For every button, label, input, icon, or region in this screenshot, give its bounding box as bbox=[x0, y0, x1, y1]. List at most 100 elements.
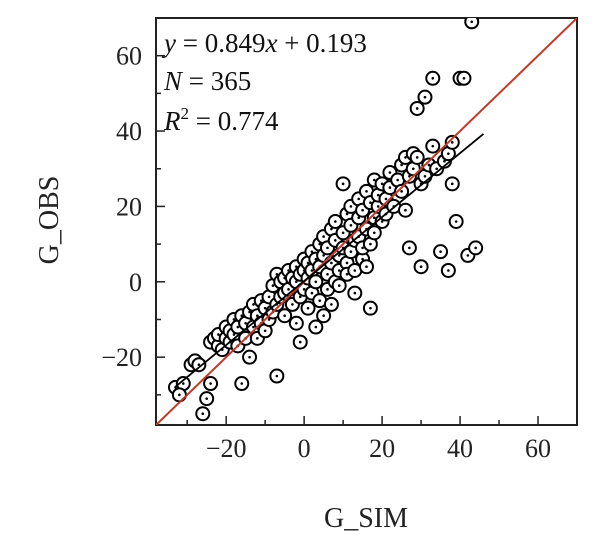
data-point-center bbox=[326, 288, 329, 291]
y-axis-ticks bbox=[156, 17, 165, 396]
data-point-center bbox=[396, 178, 399, 182]
data-point-center bbox=[330, 261, 333, 265]
fit-line bbox=[174, 133, 485, 388]
data-point-center bbox=[431, 76, 435, 80]
data-point-center bbox=[431, 144, 435, 148]
data-point bbox=[464, 18, 480, 30]
data-point-center bbox=[295, 265, 298, 269]
x-tick-label: 0 bbox=[298, 434, 311, 463]
data-point-center bbox=[427, 163, 431, 167]
data-point-center bbox=[298, 340, 302, 344]
data-point-center bbox=[337, 254, 341, 257]
data-point-center bbox=[283, 314, 286, 318]
data-point-center bbox=[232, 333, 236, 336]
data-point-center bbox=[439, 250, 442, 253]
data-point-center bbox=[330, 303, 333, 306]
data-point-center bbox=[404, 208, 407, 212]
data-point-center bbox=[369, 201, 372, 204]
data-point-center bbox=[252, 325, 255, 329]
data-point-center bbox=[474, 246, 477, 250]
data-point-center bbox=[384, 197, 388, 201]
y-axis-title: G_OBS bbox=[34, 176, 65, 265]
annotation-n: N = 365 bbox=[163, 66, 251, 96]
x-tick-label: −20 bbox=[206, 434, 247, 463]
x-axis-tick-labels: −20 0 20 40 60 bbox=[206, 434, 551, 463]
data-point-center bbox=[201, 412, 205, 415]
data-point-center bbox=[322, 254, 325, 257]
data-point-center bbox=[322, 235, 325, 238]
data-point-center bbox=[302, 288, 306, 291]
data-point-center bbox=[400, 163, 403, 167]
data-point-center bbox=[462, 76, 466, 80]
data-point-center bbox=[357, 197, 361, 201]
data-point-center bbox=[306, 261, 310, 265]
y-tick-label: 0 bbox=[129, 268, 142, 297]
data-point-center bbox=[450, 182, 454, 186]
data-point-center bbox=[380, 182, 384, 186]
data-point-center bbox=[306, 306, 310, 310]
data-point-center bbox=[248, 355, 251, 359]
data-point-center bbox=[326, 246, 329, 250]
annotation-r2: R2 = 0.774 bbox=[163, 104, 279, 136]
data-point-center bbox=[353, 269, 357, 272]
x-tick-label: 60 bbox=[525, 434, 551, 463]
data-point-center bbox=[341, 231, 345, 235]
data-point-center bbox=[415, 107, 419, 110]
data-point-center bbox=[275, 374, 279, 378]
data-point-center bbox=[267, 318, 271, 321]
data-point-center bbox=[298, 295, 302, 299]
data-point-center bbox=[310, 269, 314, 272]
data-point-center bbox=[287, 269, 290, 272]
y-tick-label: 40 bbox=[116, 117, 142, 146]
data-point-center bbox=[454, 220, 458, 223]
data-point-center bbox=[408, 246, 411, 250]
data-point-center bbox=[376, 193, 380, 197]
data-point-center bbox=[361, 257, 364, 261]
data-point-center bbox=[197, 363, 201, 367]
data-point-center bbox=[345, 212, 349, 216]
y-tick-label: 20 bbox=[116, 192, 142, 221]
data-point-center bbox=[295, 280, 298, 284]
data-point-center bbox=[291, 303, 294, 306]
data-point-center bbox=[361, 246, 364, 250]
data-point-center bbox=[259, 299, 263, 302]
data-point-center bbox=[365, 265, 368, 269]
data-point-center bbox=[322, 314, 325, 318]
annotation-equation: y = 0.849x + 0.193 bbox=[161, 28, 367, 58]
data-point-center bbox=[369, 242, 372, 246]
data-point-center bbox=[314, 325, 318, 329]
data-point-center bbox=[314, 257, 318, 261]
data-point-center bbox=[415, 156, 419, 159]
data-point-center bbox=[248, 310, 251, 314]
data-points bbox=[167, 18, 484, 422]
y-tick-label: 60 bbox=[116, 42, 142, 71]
data-point-center bbox=[178, 393, 181, 397]
data-point-center bbox=[400, 190, 403, 193]
data-point-center bbox=[337, 284, 341, 287]
data-point-center bbox=[256, 337, 259, 340]
data-point-center bbox=[353, 291, 357, 295]
data-point-center bbox=[232, 318, 236, 321]
data-point-center bbox=[404, 156, 407, 159]
data-point-center bbox=[314, 280, 318, 284]
data-point-center bbox=[318, 242, 322, 246]
data-point-center bbox=[345, 261, 349, 265]
data-point-center bbox=[361, 208, 364, 212]
data-point-center bbox=[388, 171, 392, 174]
data-point-center bbox=[295, 321, 298, 325]
data-point-center bbox=[435, 167, 438, 171]
data-point-center bbox=[326, 272, 329, 276]
data-point-center bbox=[408, 174, 411, 178]
data-point-center bbox=[345, 272, 349, 276]
x-axis-ticks bbox=[186, 416, 578, 425]
data-point-center bbox=[287, 288, 290, 291]
data-point-center bbox=[388, 186, 392, 189]
data-point-center bbox=[443, 159, 446, 163]
data-point-center bbox=[349, 223, 353, 227]
reference-line bbox=[156, 18, 577, 425]
data-point-center bbox=[240, 382, 244, 385]
data-point-center bbox=[372, 231, 376, 235]
data-point-center bbox=[310, 250, 314, 253]
data-point-center bbox=[334, 220, 337, 223]
